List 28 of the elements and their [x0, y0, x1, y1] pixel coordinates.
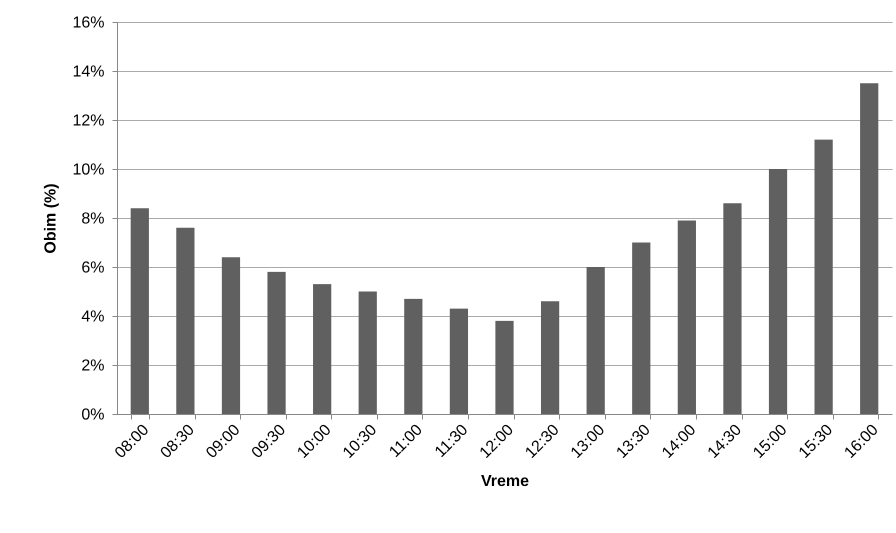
bar: [814, 140, 833, 414]
x-axis-title: Vreme: [480, 473, 530, 490]
y-tick-label: 0%: [81, 406, 104, 424]
bar: [860, 83, 878, 414]
bar: [450, 308, 468, 414]
y-tick-label: 8%: [81, 210, 104, 228]
bar: [222, 257, 240, 414]
bar: [130, 208, 149, 414]
bar: [678, 220, 696, 414]
y-tick-label: 10%: [72, 162, 104, 178]
bar: [495, 320, 514, 414]
bar: [723, 203, 742, 414]
y-tick-label: 14%: [72, 64, 104, 80]
bar: [540, 301, 560, 414]
y-tick-label: 2%: [81, 358, 104, 374]
y-tick-label: 16%: [72, 14, 104, 32]
bar: [313, 284, 332, 414]
bar: [586, 267, 605, 414]
bar: [176, 228, 194, 414]
bar: [267, 272, 286, 414]
bar: [768, 169, 788, 414]
y-tick-label: 6%: [81, 260, 104, 276]
bar: [404, 298, 422, 414]
y-tick-label: 4%: [81, 308, 104, 326]
y-axis-title: Obim (%): [42, 183, 60, 254]
bar: [358, 292, 377, 414]
bar: [632, 242, 650, 414]
y-tick-label: 12%: [72, 112, 104, 130]
